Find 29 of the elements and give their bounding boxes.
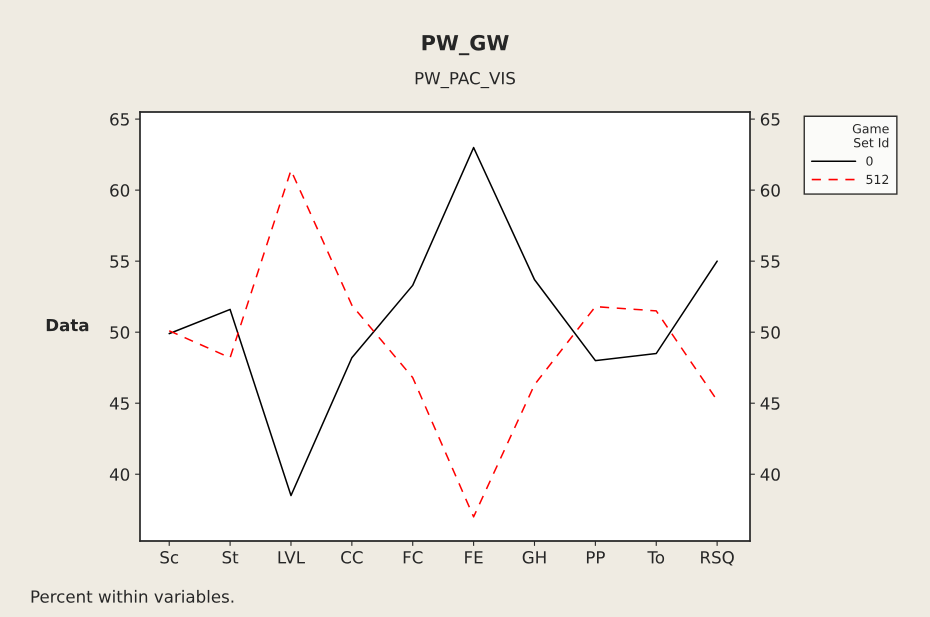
x-tick-label: GH bbox=[522, 551, 546, 564]
x-tick-label: RSQ bbox=[701, 551, 734, 566]
y2-tick-label: 65 bbox=[760, 113, 780, 126]
x-tick-label: LVL bbox=[278, 551, 305, 564]
x-tick-label: PP bbox=[586, 551, 605, 564]
legend-label: 512 bbox=[866, 174, 888, 184]
x-tick-label: FC bbox=[404, 551, 422, 564]
y-tick-label: 40 bbox=[110, 468, 130, 481]
legend-label: 0 bbox=[866, 156, 873, 166]
y-tick-label: 65 bbox=[110, 113, 129, 126]
x-tick-label: FE bbox=[465, 551, 483, 564]
x-tick-label: CC bbox=[341, 551, 363, 564]
legend-title: Game Set Id bbox=[852, 124, 889, 148]
y2-tick-label: 50 bbox=[761, 326, 780, 339]
y2-tick-label: 40 bbox=[760, 468, 780, 481]
x-tick-label: St bbox=[222, 551, 238, 564]
y-tick-label: 60 bbox=[110, 184, 130, 197]
x-tick-label: Sc bbox=[160, 551, 178, 564]
y2-tick-label: 45 bbox=[760, 397, 780, 410]
y-tick-label: 45 bbox=[110, 397, 129, 410]
y-tick-label: 55 bbox=[110, 255, 129, 268]
y2-tick-label: 55 bbox=[761, 255, 780, 268]
y-axis-title: Data bbox=[46, 318, 88, 332]
y2-tick-label: 60 bbox=[760, 184, 780, 197]
x-tick-label: To bbox=[647, 551, 664, 564]
chart-subtitle: PW_PAC_VIS bbox=[416, 72, 515, 88]
text: Percent within variables. bbox=[32, 590, 234, 603]
chart-title: PW_GW bbox=[422, 34, 509, 56]
y-tick-label: 50 bbox=[110, 326, 130, 339]
